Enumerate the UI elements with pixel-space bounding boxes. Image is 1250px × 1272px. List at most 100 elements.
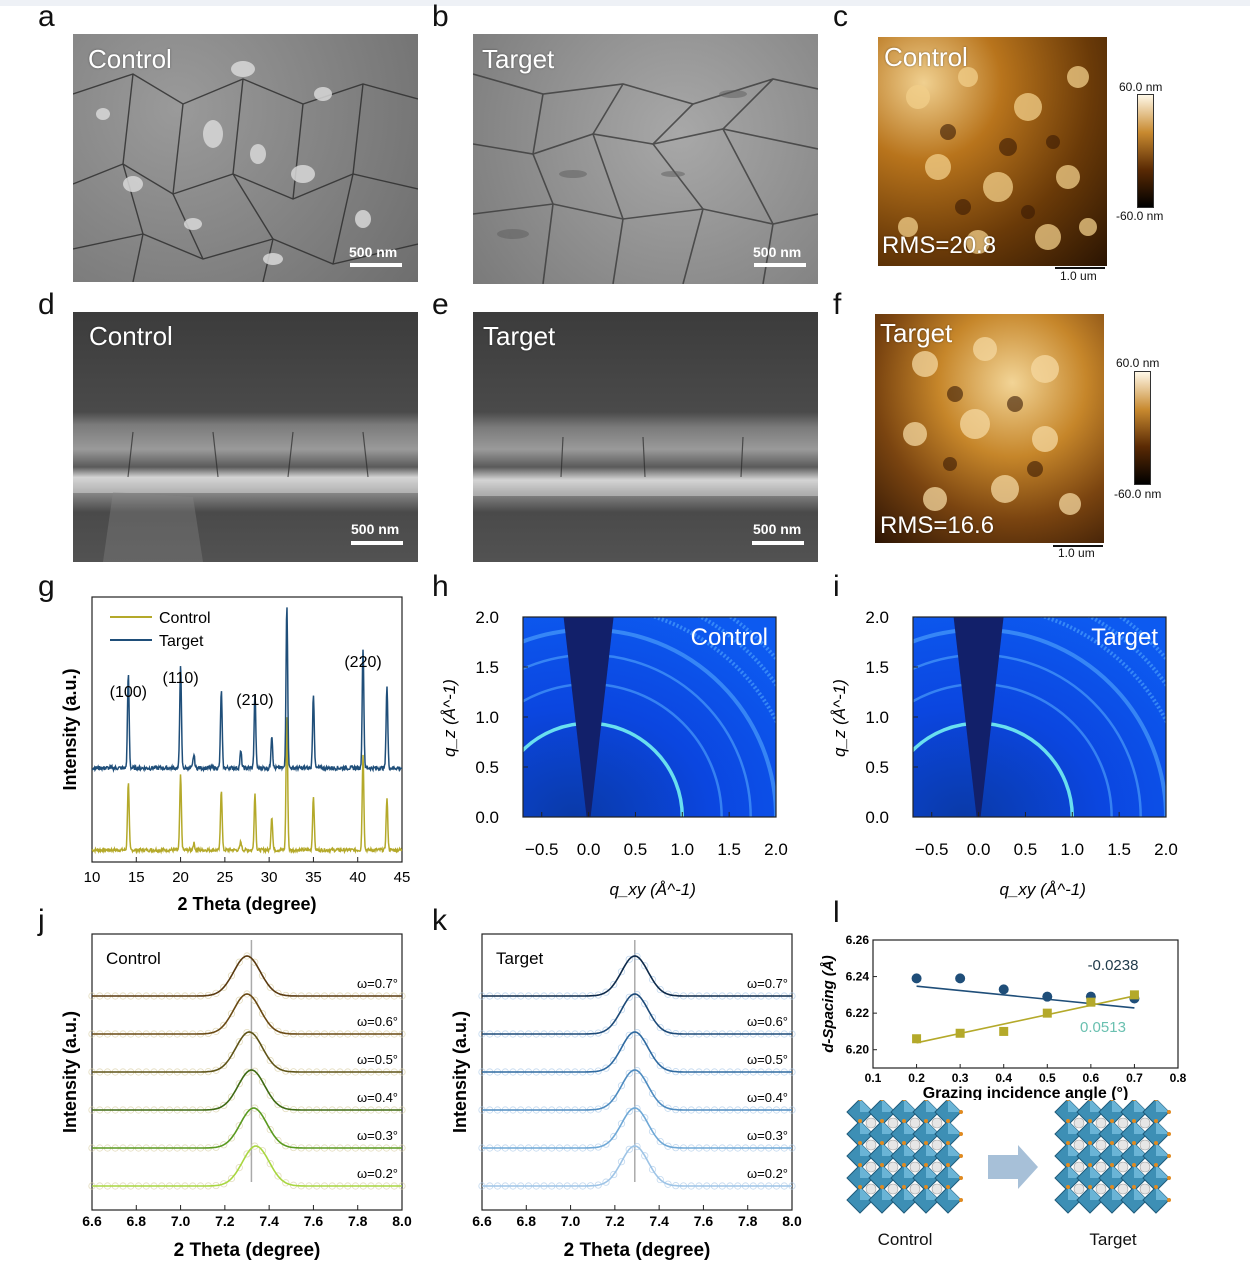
data-point bbox=[625, 1031, 633, 1039]
series-label: ω=0.6° bbox=[747, 1014, 788, 1029]
slope-label: -0.0238 bbox=[1088, 957, 1139, 974]
x-tick-label: −0.5 bbox=[915, 840, 949, 859]
heatmap-area bbox=[523, 617, 776, 817]
data-point bbox=[617, 1082, 626, 1090]
data-point bbox=[1042, 991, 1053, 1002]
cation-sphere bbox=[1095, 1161, 1107, 1173]
data-point bbox=[266, 1021, 274, 1029]
fit-line bbox=[482, 1069, 792, 1111]
data-point bbox=[648, 1013, 657, 1022]
cation-sphere bbox=[909, 1117, 921, 1129]
cation-sphere bbox=[865, 1161, 877, 1173]
cation-sphere bbox=[1073, 1161, 1085, 1173]
y-tick-label: 0.5 bbox=[865, 758, 889, 777]
fit-line bbox=[916, 995, 1135, 1044]
data-point bbox=[227, 972, 236, 980]
cation-sphere bbox=[931, 1183, 943, 1195]
x-tick-label: 0.5 bbox=[1039, 1071, 1056, 1085]
x-tick-label: 7.6 bbox=[694, 1213, 714, 1229]
sem-image-target-cross bbox=[473, 312, 818, 562]
panel-label-j: j bbox=[38, 904, 45, 937]
cation-sphere bbox=[1117, 1183, 1129, 1195]
cation-sphere bbox=[1117, 1139, 1129, 1151]
grain-boundaries bbox=[473, 73, 818, 284]
schematic-right-label: Target bbox=[1089, 1230, 1137, 1249]
x-tick-label: 6.6 bbox=[82, 1213, 102, 1229]
x-tick-label: 45 bbox=[394, 869, 411, 886]
data-point bbox=[602, 1140, 610, 1148]
data-point bbox=[1086, 997, 1096, 1007]
data-point bbox=[274, 1100, 282, 1109]
panel-label-i: i bbox=[833, 570, 840, 603]
series-label: ω=0.4° bbox=[357, 1090, 398, 1105]
data-point bbox=[282, 1179, 290, 1187]
y-tick-label: 6.26 bbox=[846, 933, 870, 947]
data-point bbox=[656, 1061, 664, 1070]
cation-sphere bbox=[931, 1139, 943, 1151]
afm-f-colorbar bbox=[1134, 371, 1151, 485]
y-axis-label: Intensity (a.u.) bbox=[60, 668, 80, 790]
panel-label-d: d bbox=[38, 288, 55, 321]
afm-texture bbox=[903, 337, 1081, 515]
data-point bbox=[625, 1107, 633, 1115]
x-tick-label: 0.5 bbox=[624, 840, 648, 859]
x-tick-label: 0.0 bbox=[577, 840, 601, 859]
y-tick-label: 6.20 bbox=[846, 1043, 870, 1057]
chart-label: Control bbox=[106, 949, 161, 968]
data-point bbox=[602, 1064, 610, 1072]
x-tick-label: 0.1 bbox=[865, 1071, 882, 1085]
legend-label: Target bbox=[159, 633, 204, 650]
data-point bbox=[610, 1132, 618, 1141]
x-axis-label: q_xy (Å^-1) bbox=[610, 880, 696, 899]
fit-line bbox=[482, 1107, 792, 1149]
panel-label-g: g bbox=[38, 570, 55, 603]
data-point bbox=[617, 968, 626, 976]
panel-label-c: c bbox=[833, 0, 848, 33]
x-tick-label: 10 bbox=[84, 869, 101, 886]
data-point bbox=[243, 1109, 251, 1117]
data-point bbox=[251, 1067, 259, 1075]
data-point bbox=[602, 1178, 610, 1186]
afm-f-scalebar-text: 1.0 um bbox=[1058, 546, 1095, 560]
x-tick-label: 6.6 bbox=[472, 1213, 492, 1229]
series-label: ω=0.3° bbox=[357, 1128, 398, 1143]
x-tick-label: 35 bbox=[305, 869, 322, 886]
cation-sphere bbox=[865, 1117, 877, 1129]
x-tick-label: 25 bbox=[217, 869, 234, 886]
data-point bbox=[602, 988, 610, 996]
cation-sphere bbox=[887, 1183, 899, 1195]
peak-annotation: (100) bbox=[110, 684, 147, 701]
data-point bbox=[610, 1018, 618, 1027]
x-tick-label: 0.2 bbox=[908, 1071, 925, 1085]
lattice-target bbox=[1054, 1100, 1172, 1214]
panel-label-e: e bbox=[432, 288, 449, 321]
data-point bbox=[258, 1010, 267, 1018]
sem-d-scalebar bbox=[351, 541, 403, 545]
data-point bbox=[955, 1028, 965, 1038]
fit-line bbox=[92, 1031, 402, 1073]
sem-image-control-cross bbox=[73, 312, 418, 562]
data-point bbox=[235, 1038, 243, 1046]
x-tick-label: 7.4 bbox=[259, 1213, 279, 1229]
sem-b-scalebar bbox=[754, 263, 806, 267]
chart-xrd: 10 15 20 25 30 35 40 45 2 Theta (degree) Intensit… bbox=[60, 596, 411, 914]
data-point bbox=[220, 983, 228, 991]
y-tick-label: 2.0 bbox=[865, 608, 889, 627]
fit-line bbox=[482, 955, 792, 997]
data-point bbox=[648, 1127, 657, 1136]
data-point bbox=[664, 1104, 672, 1112]
data-point bbox=[243, 1150, 251, 1158]
afm-f-cb-min: -60.0 nm bbox=[1114, 487, 1162, 501]
series-label: ω=0.7° bbox=[357, 976, 398, 991]
cation-sphere bbox=[887, 1161, 899, 1173]
data-point bbox=[625, 955, 633, 963]
sem-e-scalebar-text: 500 nm bbox=[753, 521, 802, 537]
heatmap-label: Target bbox=[1091, 624, 1158, 651]
data-point bbox=[656, 1175, 664, 1184]
peak-annotation: (210) bbox=[236, 692, 273, 709]
cation-sphere bbox=[1139, 1139, 1151, 1151]
data-point bbox=[243, 1068, 251, 1076]
data-point bbox=[664, 1066, 672, 1074]
x-tick-label: 6.8 bbox=[127, 1213, 147, 1229]
sem-a-scalebar bbox=[350, 263, 402, 267]
